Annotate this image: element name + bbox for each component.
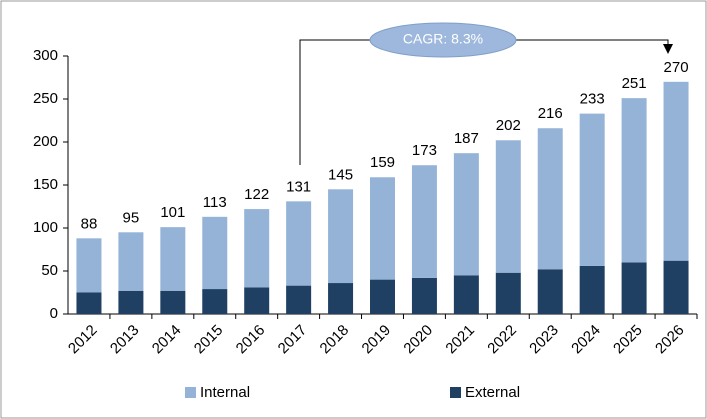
bar-segment <box>537 269 563 314</box>
bar-segment <box>160 227 186 291</box>
arrow-head <box>663 44 673 54</box>
bar-segment <box>621 262 647 314</box>
legend-swatch <box>185 387 196 398</box>
bar-segment <box>244 209 270 288</box>
total-label: 202 <box>496 117 521 134</box>
legend-swatch <box>450 387 461 398</box>
bar-segment <box>286 201 312 286</box>
y-tick-label: 0 <box>50 305 58 322</box>
total-label: 251 <box>622 75 647 92</box>
bar-segment <box>370 279 395 314</box>
bar-segment <box>202 216 228 290</box>
bar-segment <box>663 260 689 314</box>
bar-segment <box>328 283 354 314</box>
bar-segment <box>118 232 144 291</box>
total-label: 101 <box>160 204 185 221</box>
cagr-bubble <box>369 22 517 58</box>
bar-segment <box>286 285 312 314</box>
bar-segment <box>495 272 521 314</box>
y-tick-label: 150 <box>33 176 58 193</box>
bar-segment <box>328 189 354 284</box>
y-tick-label: 100 <box>33 219 58 236</box>
bar-segment <box>411 277 437 314</box>
bar-segment <box>411 165 437 278</box>
y-tick-label: 50 <box>41 262 58 279</box>
total-label: 113 <box>203 194 227 211</box>
total-label: 233 <box>580 91 605 108</box>
bar-segment <box>370 177 395 280</box>
total-label: 216 <box>538 105 563 122</box>
bar-segment <box>495 140 521 273</box>
bar-segment <box>537 128 563 270</box>
bar-segment <box>579 265 605 314</box>
bar-segment <box>118 290 144 314</box>
total-label: 88 <box>81 215 98 232</box>
bar-segment <box>621 98 647 263</box>
bar-segment <box>202 289 228 314</box>
bar-segment <box>76 238 102 293</box>
y-tick-label: 200 <box>33 133 58 150</box>
bar-segment <box>453 153 479 276</box>
total-label: 95 <box>123 209 140 226</box>
total-label: 145 <box>328 166 353 183</box>
y-tick-label: 300 <box>33 47 58 64</box>
bar-segment <box>160 290 186 314</box>
total-label: 131 <box>286 178 311 195</box>
y-tick-label: 250 <box>33 90 58 107</box>
total-label: 122 <box>244 186 269 203</box>
total-label: 270 <box>664 59 689 76</box>
legend-label: Internal <box>200 384 250 401</box>
total-label: 187 <box>454 130 479 147</box>
bar-segment <box>76 292 102 314</box>
total-label: 173 <box>412 142 437 159</box>
bar-segment <box>453 275 479 314</box>
cagr-label: CAGR: 8.3% <box>403 31 483 47</box>
legend-label: External <box>465 384 520 401</box>
total-label: 159 <box>370 154 395 171</box>
bar-segment <box>579 113 605 266</box>
bar-segment <box>663 81 689 261</box>
bar-segment <box>244 287 270 314</box>
